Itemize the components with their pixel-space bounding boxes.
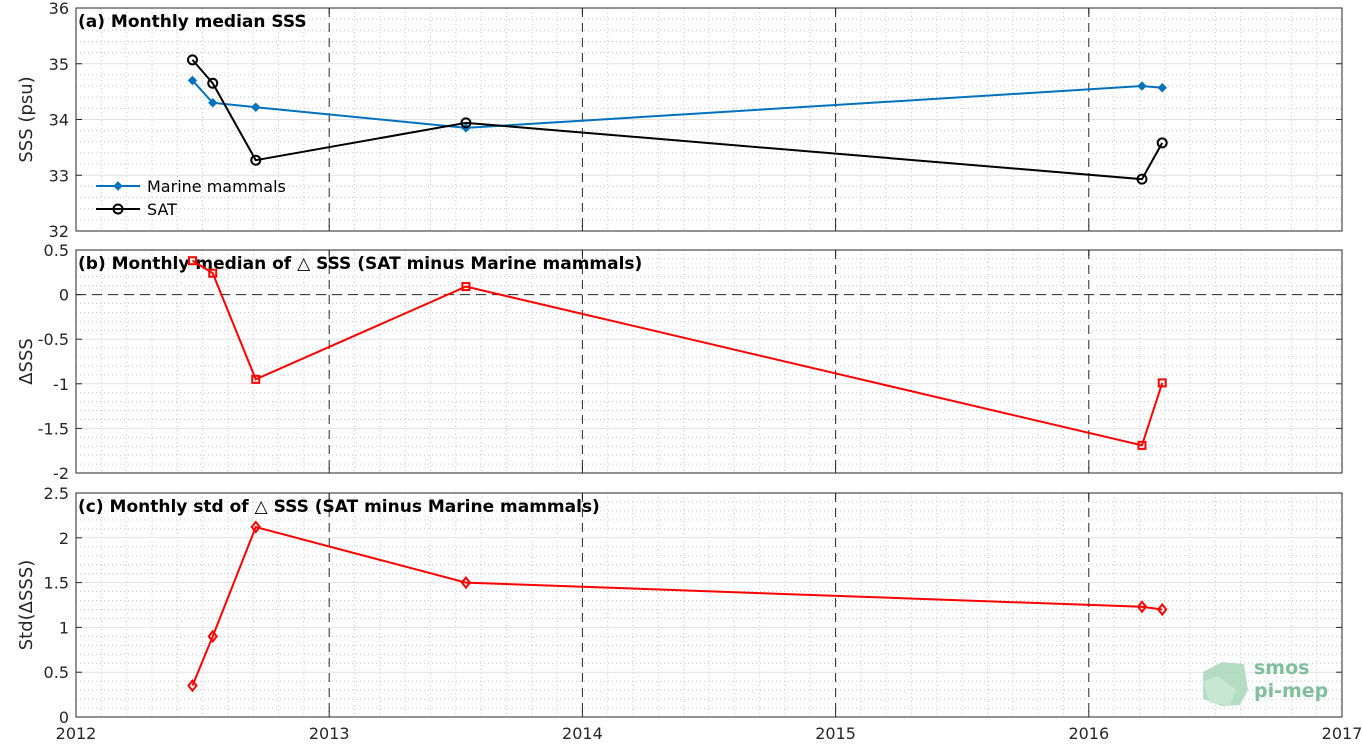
- panel-a: 32 33 34 35 36 SSS (psu) (a) Monthly median SS…: [16, 0, 1343, 241]
- y-tick-label: 0: [59, 708, 69, 727]
- y-tick-label: 36: [49, 0, 69, 18]
- x-tick-label: 2017: [1322, 724, 1363, 743]
- minor-grid: [76, 493, 1342, 717]
- series-delta-sss: [187, 256, 1167, 450]
- series-sat: [186, 54, 1168, 185]
- data-point: [1156, 137, 1168, 149]
- data-point: [187, 75, 198, 86]
- y-axis-label: Std(ΔSSS): [16, 560, 37, 651]
- data-point: [1137, 81, 1147, 91]
- series-marine-mammals: [187, 75, 1167, 133]
- data-point: [250, 154, 262, 166]
- axes-box: [75, 492, 1343, 718]
- x-tick-label: 2012: [56, 724, 97, 743]
- minor-grid: [76, 8, 1342, 231]
- legend-marker: [113, 181, 123, 191]
- series-line: [191, 79, 1163, 129]
- y-tick-label: 33: [49, 166, 69, 185]
- data-point: [1137, 440, 1147, 450]
- data-point: [208, 98, 218, 108]
- legend: Marine mammals SAT: [96, 177, 286, 219]
- panel-title: (b) Monthly median of △ SSS (SAT minus M…: [78, 254, 642, 274]
- logo-line1: smos: [1254, 657, 1309, 679]
- data-point: [251, 102, 261, 112]
- data-point: [1157, 83, 1167, 93]
- logo-line2: pi-mep: [1254, 680, 1328, 702]
- y-tick-label: 2: [59, 529, 69, 548]
- y-tick-label: -2: [53, 464, 69, 483]
- data-point: [207, 77, 219, 89]
- y-tick-label: 0.5: [44, 663, 69, 682]
- panel-title: (a) Monthly median SSS: [78, 12, 307, 32]
- y-tick-label: 0.5: [44, 241, 69, 260]
- minor-grid: [76, 250, 1342, 473]
- y-tick-label: 34: [49, 111, 69, 130]
- data-point: [187, 256, 197, 266]
- x-tick-label: 2014: [562, 724, 603, 743]
- x-tick-label: 2015: [815, 724, 856, 743]
- data-point: [250, 520, 262, 534]
- legend-marker: [112, 203, 124, 215]
- y-axis-label: ΔSSS: [16, 338, 37, 385]
- legend-label: SAT: [147, 200, 177, 219]
- legend-label: Marine mammals: [147, 177, 286, 196]
- panel-b: -2 -1.5 -1 -0.5 0 0.5 ΔSSS (b) Monthly median o…: [16, 241, 1343, 483]
- data-point: [208, 268, 218, 278]
- y-axis-label: SSS (psu): [16, 76, 37, 162]
- data-point: [251, 374, 261, 384]
- axes-box: [75, 249, 1343, 474]
- y-tick-label: -1: [53, 375, 69, 394]
- y-tick-label: 32: [49, 222, 69, 241]
- series-line: [191, 525, 1163, 687]
- data-point: [1136, 173, 1148, 185]
- y-tick-label: 2.5: [44, 484, 69, 503]
- data-point: [187, 679, 198, 693]
- y-tick-label: -0.5: [38, 330, 69, 349]
- data-point: [207, 629, 219, 643]
- data-point: [461, 282, 471, 292]
- series-line: [191, 259, 1164, 447]
- smos-pi-mep-logo: smos pi-mep: [1203, 657, 1328, 706]
- data-point: [186, 54, 198, 66]
- x-tick-label: 2013: [309, 724, 350, 743]
- x-tick-label: 2016: [1068, 724, 1109, 743]
- panel-c: 0 0.5 1 1.5 2 2.5 2012 2013 2014 2015 2016 2017 Std(…: [16, 484, 1362, 743]
- data-point: [1156, 602, 1168, 617]
- data-point: [460, 117, 472, 129]
- y-tick-label: -1.5: [38, 419, 69, 438]
- data-point: [1157, 378, 1167, 388]
- y-tick-label: 1.5: [44, 574, 69, 593]
- data-point: [460, 575, 472, 590]
- panel-title: (c) Monthly std of △ SSS (SAT minus Mari…: [78, 497, 600, 517]
- y-tick-label: 35: [49, 55, 69, 74]
- series-delta-sss: [187, 520, 1168, 693]
- data-point: [1136, 600, 1148, 614]
- y-tick-label: 1: [59, 618, 69, 637]
- y-tick-label: 0: [59, 286, 69, 305]
